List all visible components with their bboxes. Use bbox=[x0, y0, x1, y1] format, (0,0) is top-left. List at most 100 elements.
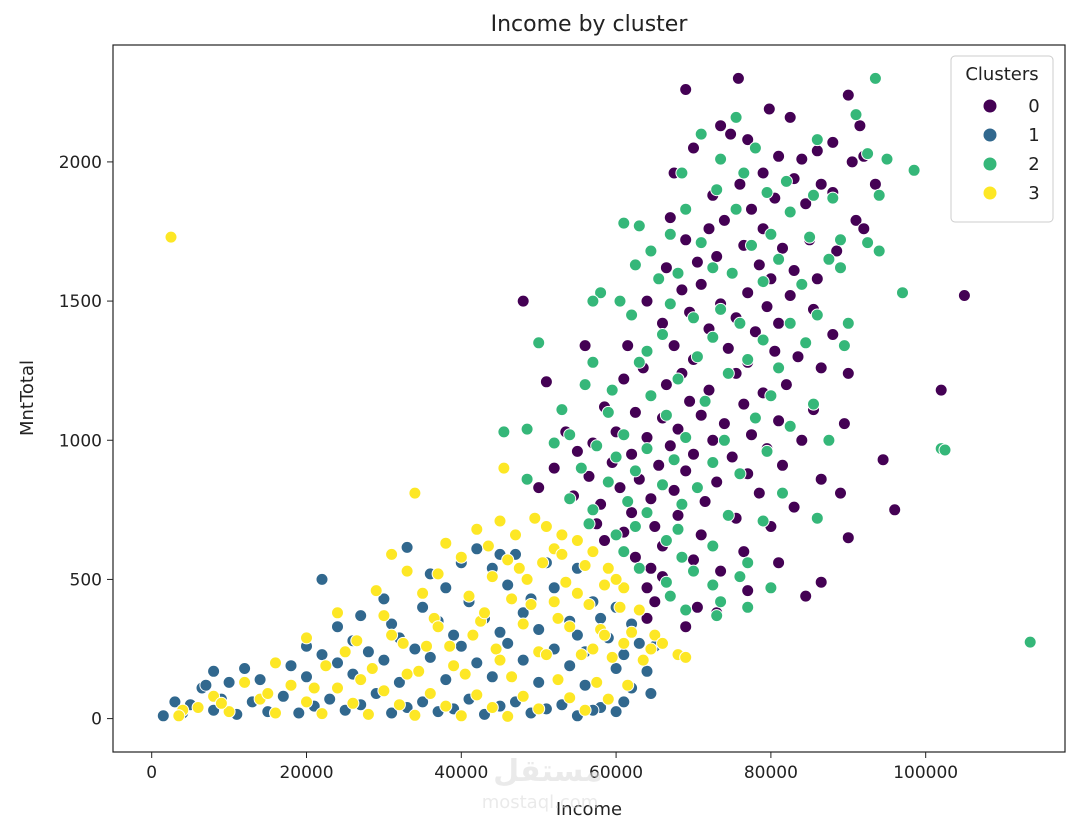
point-cluster-0-125 bbox=[644, 492, 658, 506]
point-cluster-1-56 bbox=[609, 662, 623, 675]
point-cluster-3-42 bbox=[625, 625, 639, 639]
point-cluster-2-75 bbox=[601, 405, 615, 419]
point-cluster-2-14 bbox=[807, 188, 820, 202]
point-cluster-2-41 bbox=[756, 275, 770, 289]
point-cluster-2-60 bbox=[837, 339, 851, 353]
point-cluster-1-0 bbox=[400, 540, 414, 554]
y-axis-label: MntTotal bbox=[17, 360, 38, 436]
point-cluster-1-68 bbox=[578, 678, 592, 692]
point-cluster-3-100 bbox=[617, 636, 631, 650]
point-cluster-2-30 bbox=[644, 244, 658, 258]
point-cluster-2-92 bbox=[609, 450, 623, 464]
point-cluster-0-39 bbox=[690, 255, 704, 269]
point-cluster-3-9 bbox=[570, 534, 584, 547]
point-cluster-0-117 bbox=[814, 472, 828, 486]
point-cluster-2-3 bbox=[694, 127, 708, 141]
legend-entries: 0 1 2 3 bbox=[982, 96, 1040, 204]
point-cluster-0-40 bbox=[752, 258, 766, 272]
point-cluster-3-19 bbox=[601, 561, 615, 575]
point-cluster-1-78 bbox=[416, 695, 430, 709]
point-cluster-2-38 bbox=[834, 261, 847, 275]
point-cluster-2-50 bbox=[687, 311, 700, 325]
point-cluster-0-79 bbox=[779, 378, 793, 392]
point-cluster-2-24 bbox=[764, 227, 778, 241]
point-cluster-0-155 bbox=[640, 611, 654, 625]
point-cluster-2-12 bbox=[779, 174, 793, 188]
point-cluster-0-138 bbox=[841, 531, 855, 545]
point-cluster-3-97 bbox=[493, 653, 507, 667]
point-cluster-2-123 bbox=[659, 575, 673, 589]
point-cluster-3-94 bbox=[354, 673, 368, 687]
point-cluster-2-105 bbox=[675, 497, 689, 511]
point-cluster-2-113 bbox=[671, 522, 685, 536]
point-cluster-0-110 bbox=[652, 458, 666, 472]
x-axis-label: Income bbox=[556, 799, 622, 820]
point-cluster-1-15 bbox=[416, 600, 430, 614]
point-cluster-3-69 bbox=[516, 689, 530, 703]
point-cluster-2-101 bbox=[690, 481, 704, 495]
point-cluster-0-139 bbox=[598, 534, 611, 547]
legend-label: 3 bbox=[1028, 183, 1039, 204]
point-cluster-2-84 bbox=[717, 433, 731, 447]
point-cluster-0-121 bbox=[667, 483, 681, 497]
point-cluster-3-95 bbox=[400, 667, 414, 681]
point-cluster-3-102 bbox=[679, 650, 693, 664]
y-tick-label: 1500 bbox=[59, 292, 102, 312]
point-cluster-2-45 bbox=[613, 294, 627, 308]
point-cluster-2-81 bbox=[563, 428, 577, 442]
point-cluster-0-42 bbox=[787, 264, 801, 277]
x-tick-label: 0 bbox=[146, 763, 157, 783]
point-cluster-2-70 bbox=[644, 389, 658, 403]
point-cluster-0-122 bbox=[752, 486, 766, 500]
legend-label: 1 bbox=[1028, 125, 1039, 146]
point-cluster-0-84 bbox=[683, 394, 697, 408]
point-cluster-3-79 bbox=[532, 702, 546, 716]
point-cluster-1-38 bbox=[315, 648, 329, 662]
point-cluster-3-87 bbox=[454, 709, 468, 723]
point-cluster-1-84 bbox=[156, 709, 170, 723]
point-cluster-1-55 bbox=[563, 659, 577, 673]
point-cluster-1-10 bbox=[439, 581, 453, 595]
point-cluster-3-55 bbox=[319, 659, 333, 673]
point-cluster-3-64 bbox=[284, 678, 298, 692]
point-cluster-2-43 bbox=[896, 286, 909, 300]
point-cluster-3-28 bbox=[416, 586, 430, 600]
point-cluster-0-120 bbox=[613, 481, 627, 495]
point-cluster-2-4 bbox=[810, 133, 824, 147]
point-cluster-3-89 bbox=[172, 709, 186, 723]
point-cluster-3-59 bbox=[505, 670, 519, 684]
point-cluster-3-7 bbox=[509, 528, 522, 542]
point-cluster-3-22 bbox=[485, 570, 499, 584]
point-cluster-2-61 bbox=[690, 350, 704, 364]
point-cluster-2-111 bbox=[582, 517, 596, 531]
point-cluster-0-63 bbox=[578, 339, 592, 353]
point-cluster-0-11 bbox=[810, 144, 824, 158]
point-cluster-1-59 bbox=[199, 678, 213, 692]
legend-marker bbox=[982, 127, 998, 143]
point-cluster-0-75 bbox=[841, 366, 855, 380]
point-cluster-2-103 bbox=[563, 492, 577, 506]
point-cluster-0-52 bbox=[640, 294, 654, 308]
point-cluster-3-83 bbox=[269, 706, 282, 720]
point-cluster-0-99 bbox=[706, 433, 720, 447]
point-cluster-3-44 bbox=[300, 631, 313, 645]
point-cluster-2-95 bbox=[574, 461, 588, 475]
point-cluster-2-23 bbox=[663, 227, 677, 241]
point-cluster-3-11 bbox=[481, 539, 495, 553]
point-cluster-2-66 bbox=[721, 366, 735, 380]
point-cluster-2-88 bbox=[640, 442, 654, 456]
point-cluster-2-121 bbox=[687, 564, 700, 578]
point-cluster-0-130 bbox=[625, 506, 639, 520]
point-cluster-0-20 bbox=[814, 177, 828, 191]
point-cluster-2-7 bbox=[880, 152, 894, 166]
point-cluster-0-1 bbox=[679, 83, 693, 96]
point-cluster-3-92 bbox=[261, 687, 275, 700]
point-cluster-3-36 bbox=[377, 609, 391, 623]
point-cluster-0-47 bbox=[675, 283, 689, 297]
point-cluster-3-47 bbox=[443, 639, 457, 653]
point-cluster-3-17 bbox=[536, 556, 550, 570]
point-cluster-3-93 bbox=[307, 681, 321, 695]
point-cluster-3-116 bbox=[644, 642, 658, 656]
point-cluster-0-50 bbox=[957, 289, 971, 302]
